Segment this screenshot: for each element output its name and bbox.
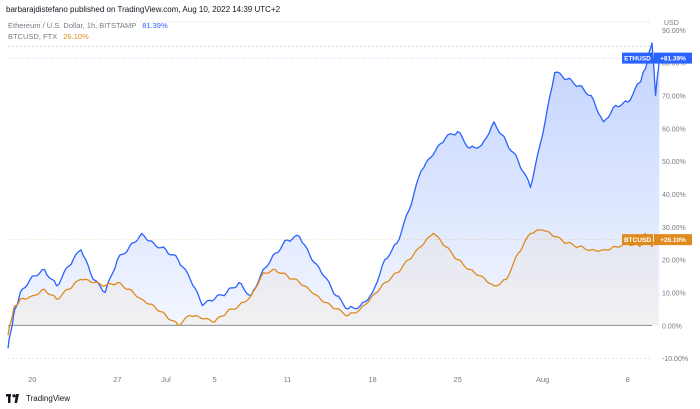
y-tick-label: 90.00%: [662, 28, 686, 35]
legend-entry-eth[interactable]: Ethereum / U.S. Dollar, 1h, BITSTAMP 81.…: [8, 21, 168, 30]
x-tick-label: 18: [368, 375, 376, 384]
x-tick-label: 11: [284, 375, 292, 384]
ethusd-name-badge-text: ETHUSD: [624, 56, 651, 63]
legend-label-btc: BTCUSD, FTX: [8, 32, 58, 41]
x-tick-label: Jul: [161, 375, 171, 384]
btcusd-name-badge-text: BTCUSD: [624, 237, 651, 244]
x-tick-label: 5: [212, 375, 216, 384]
y-tick-label: 70.00%: [662, 94, 686, 101]
btcusd-name-badge: [622, 234, 653, 246]
y-tick-label: 40.00%: [662, 192, 686, 199]
legend-value-eth: 81.39%: [142, 21, 168, 30]
y-tick-label: -10.00%: [662, 356, 688, 363]
legend-value-btc: 26.10%: [63, 32, 89, 41]
y-tick-label: 10.00%: [662, 290, 686, 297]
legend-entry-btc[interactable]: BTCUSD, FTX 26.10%: [8, 32, 89, 41]
x-tick-label: 8: [626, 375, 630, 384]
btcusd-area-fill: [8, 229, 658, 336]
btcusd-value-badge-text: +26.10%: [660, 237, 686, 244]
tradingview-logo-icon: [6, 394, 19, 403]
ethusd-value-badge: [654, 52, 692, 64]
price-axis-unit: USD: [664, 20, 679, 27]
ethusd-name-badge: [622, 52, 653, 64]
x-tick-label: 25: [453, 375, 461, 384]
y-tick-label: 0.00%: [662, 323, 682, 330]
btcusd-series-line: [7, 229, 659, 336]
y-tick-label: 30.00%: [662, 225, 686, 232]
x-tick-label: Aug: [536, 375, 549, 384]
y-tick-label: 20.00%: [662, 258, 686, 265]
x-tick-label: 20: [28, 375, 36, 384]
btcusd-value-badge: [654, 234, 692, 246]
ethusd-value-badge-text: +81.39%: [660, 56, 686, 63]
footer-brand: TradingView: [6, 394, 70, 403]
y-tick-label: 50.00%: [662, 159, 686, 166]
ethusd-series-line: [7, 42, 660, 349]
x-tick-label: 27: [113, 375, 121, 384]
footer-brand-text: TradingView: [26, 394, 71, 403]
publisher-caption: barbarajdistefano published on TradingVi…: [6, 5, 281, 14]
ethusd-area-fill: [8, 43, 660, 349]
y-tick-label: 80.00%: [662, 61, 686, 68]
legend-label-eth: Ethereum / U.S. Dollar, 1h, BITSTAMP: [8, 21, 137, 30]
y-tick-label: 60.00%: [662, 126, 686, 133]
